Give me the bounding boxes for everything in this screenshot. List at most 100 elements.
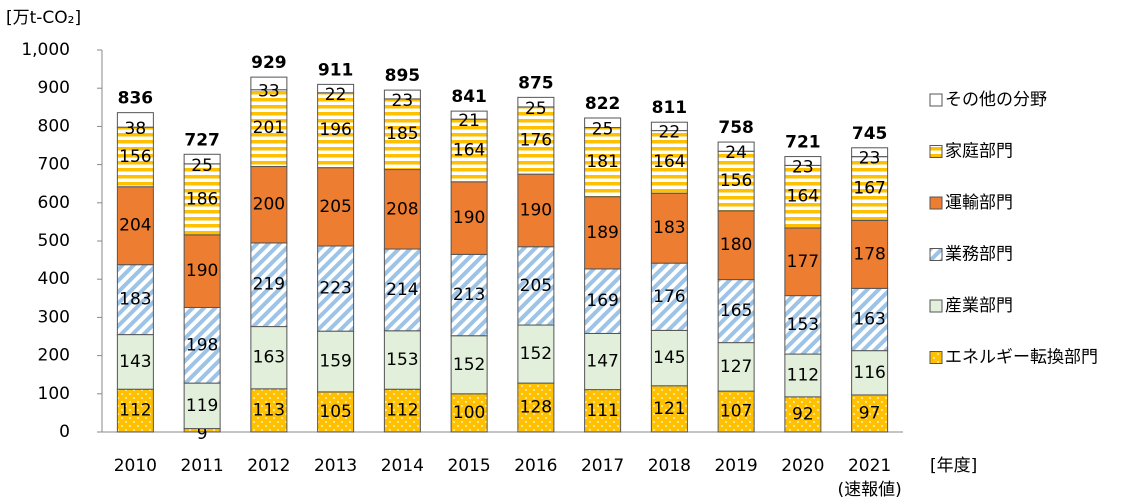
total-label: 758 — [718, 118, 754, 138]
legend-label: 運輸部門 — [945, 193, 1013, 213]
total-label: 895 — [385, 66, 421, 86]
bar-segment — [717, 150, 755, 212]
x-tick-label: 2014 — [381, 456, 424, 476]
data-label: 186 — [186, 189, 218, 209]
bar-segment — [784, 156, 822, 166]
legend-swatch — [929, 196, 943, 210]
bar-segment — [517, 96, 555, 108]
data-label: 119 — [186, 396, 218, 416]
data-label: 33 — [258, 82, 280, 102]
bar-segment — [851, 350, 889, 396]
bar-segment — [116, 264, 154, 336]
data-label: 22 — [659, 123, 681, 143]
bar-segment — [717, 342, 755, 392]
data-label: 127 — [720, 357, 752, 377]
y-tick-label: 500 — [38, 231, 70, 251]
data-label: 25 — [525, 99, 547, 119]
bar-segment — [317, 330, 355, 393]
data-label: 97 — [859, 403, 881, 423]
bar-segment — [383, 330, 421, 390]
total-label: 745 — [852, 124, 888, 144]
data-label: 204 — [119, 216, 151, 236]
x-tick-label: 2021 — [848, 456, 891, 476]
data-label: 113 — [253, 400, 285, 420]
bar-segment — [116, 334, 154, 390]
bar-segment — [250, 388, 288, 433]
legend-swatch — [929, 299, 943, 313]
x-tick-label: 2017 — [581, 456, 624, 476]
data-label: 128 — [520, 398, 552, 418]
x-tick-label: 2016 — [514, 456, 557, 476]
data-label: 38 — [125, 119, 147, 139]
y-tick-label: 900 — [38, 78, 70, 98]
bar-segment — [183, 153, 221, 165]
bar-segment — [183, 382, 221, 430]
data-label: 163 — [853, 310, 885, 330]
data-label: 200 — [253, 195, 285, 215]
bar-segment — [851, 156, 889, 221]
data-label: 205 — [520, 276, 552, 296]
data-label: 92 — [792, 404, 814, 424]
data-label: 190 — [186, 261, 218, 281]
data-label: 156 — [119, 147, 151, 167]
data-label: 219 — [253, 275, 285, 295]
x-tick-label: 2013 — [314, 456, 357, 476]
data-label: 152 — [453, 355, 485, 375]
bar-segment — [851, 147, 889, 158]
data-label: 163 — [253, 348, 285, 368]
data-label: 25 — [191, 156, 213, 176]
data-label: 23 — [792, 157, 814, 177]
data-label: 190 — [453, 208, 485, 228]
bar-segment — [250, 76, 288, 91]
data-label: 198 — [186, 335, 218, 355]
y-tick-label: 100 — [38, 384, 70, 404]
data-label: 164 — [787, 187, 819, 207]
data-label: 147 — [586, 352, 618, 372]
data-label: 196 — [319, 120, 351, 140]
total-label: 811 — [652, 98, 688, 118]
bar-segment — [450, 181, 488, 255]
total-label: 836 — [118, 89, 154, 109]
bar-segment — [584, 117, 622, 129]
y-tick-label: 400 — [38, 269, 70, 289]
data-label: 22 — [325, 85, 347, 105]
data-label: 164 — [653, 152, 685, 172]
bar-segment — [383, 98, 421, 171]
data-label: 214 — [386, 280, 418, 300]
data-label: 116 — [853, 363, 885, 383]
data-label: 183 — [653, 218, 685, 238]
bar-segment — [717, 210, 755, 281]
data-label: 180 — [720, 235, 752, 255]
data-label: 208 — [386, 199, 418, 219]
bar-segment — [584, 332, 622, 391]
data-label: 107 — [720, 402, 752, 422]
bar-segment — [116, 112, 154, 128]
y-tick-label: 800 — [38, 116, 70, 136]
bar-segment — [116, 126, 154, 188]
data-label: 201 — [253, 118, 285, 138]
data-label: 112 — [787, 365, 819, 385]
bar-segment — [784, 295, 822, 355]
data-label: 111 — [586, 401, 618, 421]
category-note: (速報値) — [837, 480, 901, 500]
y-tick-label: 700 — [38, 155, 70, 175]
total-label: 841 — [451, 87, 487, 107]
legend-swatch — [929, 93, 943, 107]
bar-segment — [784, 353, 822, 398]
total-label: 911 — [318, 60, 354, 80]
data-label: 121 — [653, 399, 685, 419]
bar-segment — [317, 391, 355, 433]
data-label: 100 — [453, 403, 485, 423]
x-axis-label: [年度] — [930, 456, 977, 476]
x-tick-label: 2012 — [247, 456, 290, 476]
data-label: 185 — [386, 124, 418, 144]
bar-segment — [650, 130, 688, 194]
bar-segment — [650, 262, 688, 331]
legend-swatch — [929, 351, 943, 364]
bar-segment — [450, 110, 488, 120]
bar-segment — [517, 106, 555, 175]
bar-segment — [116, 388, 154, 433]
data-label: 167 — [853, 178, 885, 198]
bar-segment — [317, 83, 355, 94]
